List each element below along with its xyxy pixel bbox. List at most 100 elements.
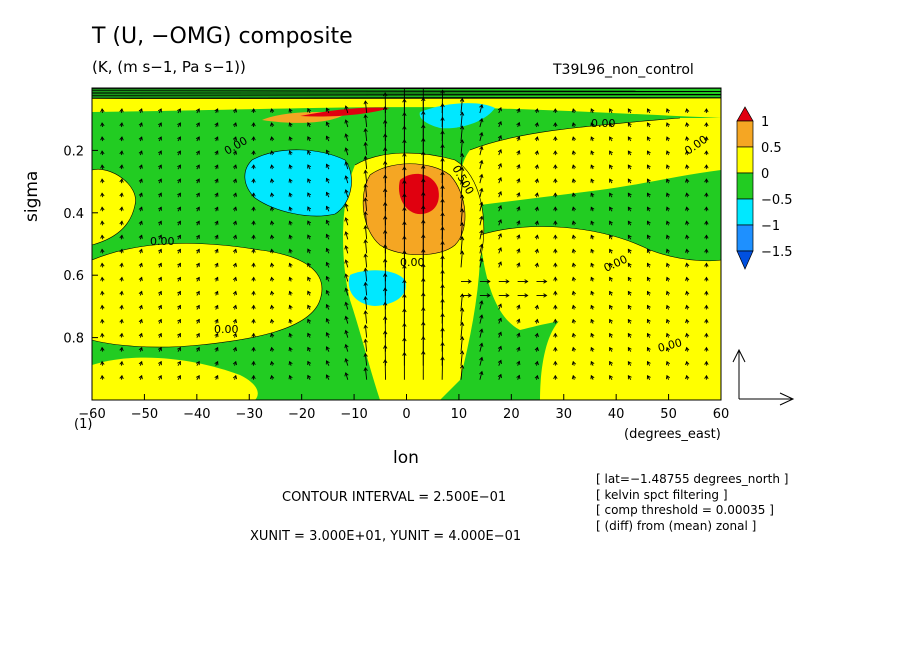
wind-vector-head <box>325 374 330 379</box>
wind-vector-head <box>421 350 426 355</box>
wind-vector <box>326 318 330 324</box>
wind-vector-head <box>100 290 105 295</box>
wind-vector-head <box>459 180 465 185</box>
wind-vector-head <box>479 257 484 263</box>
wind-vector <box>345 231 349 240</box>
wind-vector-head <box>214 304 219 310</box>
wind-vector-head <box>665 220 671 225</box>
wind-vector-head <box>100 136 105 141</box>
wind-vector-head <box>459 307 465 312</box>
wind-vector-head <box>704 374 709 380</box>
wind-vector-head <box>232 192 238 197</box>
wind-vector <box>498 205 502 212</box>
wind-vector-head <box>553 346 558 351</box>
wind-vector-head <box>232 318 238 324</box>
wind-vector-head <box>100 192 105 197</box>
wind-vector <box>498 374 502 380</box>
wind-vector-head <box>534 192 539 197</box>
wind-vector-head <box>177 108 181 113</box>
wind-vector-head <box>251 178 256 183</box>
wind-vector-head <box>232 164 238 169</box>
x-axis-units: (degrees_east) <box>624 427 721 442</box>
wind-vector-head <box>251 262 256 267</box>
wind-vector-head <box>177 360 181 366</box>
wind-vector-head <box>195 108 200 113</box>
wind-vector-head <box>646 374 651 380</box>
wind-vector-head <box>158 192 162 197</box>
wind-vector <box>364 211 368 226</box>
wind-vector <box>326 108 330 114</box>
wind-vector-head <box>590 178 595 183</box>
colorbar-label: −1.5 <box>761 245 793 260</box>
wind-vector <box>498 304 502 310</box>
wind-vector-head <box>232 220 238 225</box>
wind-vector-head <box>383 229 388 234</box>
wind-vector-head <box>383 188 388 193</box>
wind-vector-head <box>402 179 407 184</box>
wind-vector-head <box>232 360 238 366</box>
wind-vector-head <box>119 290 124 295</box>
wind-vector-head <box>704 318 709 323</box>
colorbar-swatch <box>736 146 754 174</box>
wind-vector-head <box>269 290 275 295</box>
wind-vector-head <box>325 233 330 238</box>
wind-vector-head <box>251 318 256 323</box>
wind-vector-head <box>440 103 445 108</box>
wind-vector-head <box>177 136 181 141</box>
wind-vector-head <box>307 374 312 380</box>
wind-vector-head <box>269 318 275 323</box>
wind-vector <box>364 142 368 156</box>
wind-vector <box>364 225 368 240</box>
wind-vector-head <box>497 163 502 168</box>
wind-vector <box>345 203 349 212</box>
region-cyan-top <box>419 103 495 129</box>
wind-vector-head <box>383 330 388 335</box>
wind-vector-head <box>685 108 690 113</box>
wind-vector <box>498 163 502 170</box>
wind-vector-head <box>383 287 388 292</box>
wind-vector-head <box>307 276 312 281</box>
wind-vector-head <box>402 279 407 284</box>
wind-vector-head <box>119 276 124 281</box>
wind-vector-head <box>665 178 671 183</box>
wind-vector-head <box>440 171 445 176</box>
wind-vector-head <box>685 304 690 309</box>
wind-vector-head <box>609 248 613 253</box>
wind-vector-head <box>553 178 558 183</box>
wind-vector <box>326 178 330 184</box>
wind-vector-head <box>440 212 445 217</box>
wind-vector-head <box>553 192 558 197</box>
wind-vector-head <box>158 150 162 155</box>
wind-vectors <box>100 88 709 380</box>
wind-vector <box>345 358 349 366</box>
wind-vector-head <box>459 166 465 172</box>
wind-vector-head <box>590 192 595 197</box>
wind-vector-head <box>251 150 256 155</box>
wind-vector-head <box>609 122 613 127</box>
wind-vector-head <box>440 298 445 303</box>
band-line <box>92 93 721 95</box>
wind-vector <box>479 371 483 380</box>
wind-vector-head <box>232 304 238 310</box>
wind-vector-head <box>177 332 181 338</box>
wind-vector-head <box>195 290 200 295</box>
wind-vector <box>326 346 330 352</box>
wind-vector-head <box>479 173 484 179</box>
region-positive-west-mid <box>92 243 322 348</box>
wind-vector-head <box>158 332 162 338</box>
wind-vector-head <box>288 192 293 197</box>
wind-vector-head <box>479 328 484 333</box>
wind-vector-head <box>325 177 330 182</box>
wind-vector-head <box>704 206 709 211</box>
wind-vector-head <box>553 122 558 127</box>
wind-vector-head <box>307 108 312 113</box>
wind-vector-head <box>609 346 613 352</box>
wind-vector <box>479 202 483 212</box>
wind-vector <box>345 288 349 296</box>
wind-vector-head <box>665 206 671 211</box>
wind-vector-head <box>344 231 349 236</box>
wind-vector-head <box>440 312 445 318</box>
wind-vector-head <box>543 279 548 284</box>
wind-vector-head <box>325 191 330 196</box>
